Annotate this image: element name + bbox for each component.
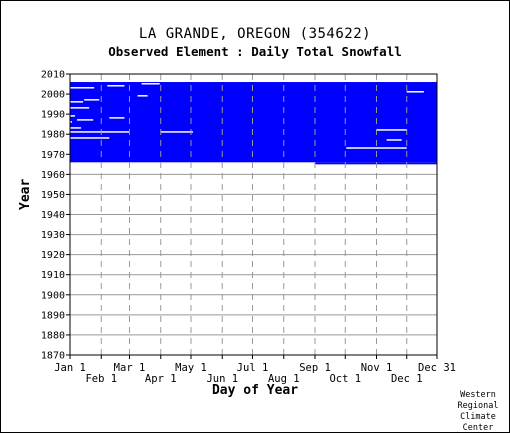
y-tick-label: 1900 [41, 290, 65, 301]
x-tick-label: Dec 1 [391, 373, 423, 385]
missing-segment [70, 137, 110, 139]
y-tick-label: 1940 [41, 210, 65, 221]
y-tick-label: 1890 [41, 310, 65, 321]
credit-line: Western [460, 390, 496, 400]
y-tick-label: 1960 [41, 170, 65, 181]
y-axis-label: Year [18, 178, 33, 210]
y-tick-label: 1990 [41, 110, 65, 121]
missing-segment [386, 139, 402, 141]
y-tick-label: 1980 [41, 130, 65, 141]
x-axis-label: Day of Year [211, 383, 299, 398]
missing-segment [160, 131, 194, 133]
missing-segment [77, 119, 94, 121]
y-tick-label: 1880 [41, 330, 65, 341]
y-tick-label: 1930 [41, 230, 65, 241]
x-tick-label: Jul 1 [237, 362, 269, 374]
missing-segment [70, 101, 84, 103]
missing-segment [376, 129, 407, 131]
y-tick-label: 1950 [41, 190, 65, 201]
x-tick-label: Jan 1 [54, 362, 86, 374]
x-tick-label: Oct 1 [329, 373, 361, 385]
missing-segment [70, 127, 82, 129]
missing-segment [70, 87, 95, 89]
x-tick-label: Aug 1 [268, 373, 300, 385]
y-tick-label: 1920 [41, 250, 65, 261]
x-tick-label: May 1 [175, 362, 207, 374]
y-tick-label: 1910 [41, 270, 65, 281]
missing-segment [70, 131, 130, 133]
data-block [315, 162, 437, 165]
missing-segment [346, 147, 407, 149]
missing-segment [107, 85, 125, 87]
x-tick-label: Apr 1 [145, 373, 177, 385]
x-tick-label: Dec 31 [418, 362, 456, 374]
credit-line: Climate [460, 412, 496, 422]
missing-segment [109, 117, 125, 119]
y-tick-label: 1970 [41, 150, 65, 161]
x-tick-label: Jun 1 [206, 373, 238, 385]
data-block [70, 82, 437, 163]
missing-segment [70, 115, 76, 117]
x-tick-label: Mar 1 [114, 362, 146, 374]
y-tick-label: 2000 [41, 90, 65, 101]
credit-line: Regional [457, 401, 499, 411]
x-tick-label: Feb 1 [85, 373, 117, 385]
missing-segment [70, 107, 90, 109]
missing-segment [406, 91, 424, 93]
x-tick-label: Nov 1 [361, 362, 393, 374]
y-tick-label: 1870 [41, 351, 65, 362]
credit-line: Center [462, 423, 494, 433]
missing-segment [141, 83, 160, 85]
missing-segment [137, 95, 148, 97]
missing-segment [70, 121, 73, 123]
y-tick-label: 2010 [41, 70, 65, 81]
wrcc-credit: Western Regional Climate Center [452, 390, 504, 434]
x-tick-label: Sep 1 [299, 362, 331, 374]
chart-title: LA GRANDE, OREGON (354622) [138, 26, 372, 42]
chart-subtitle: Observed Element : Daily Total Snowfall [108, 44, 402, 59]
missing-segment [84, 99, 100, 101]
